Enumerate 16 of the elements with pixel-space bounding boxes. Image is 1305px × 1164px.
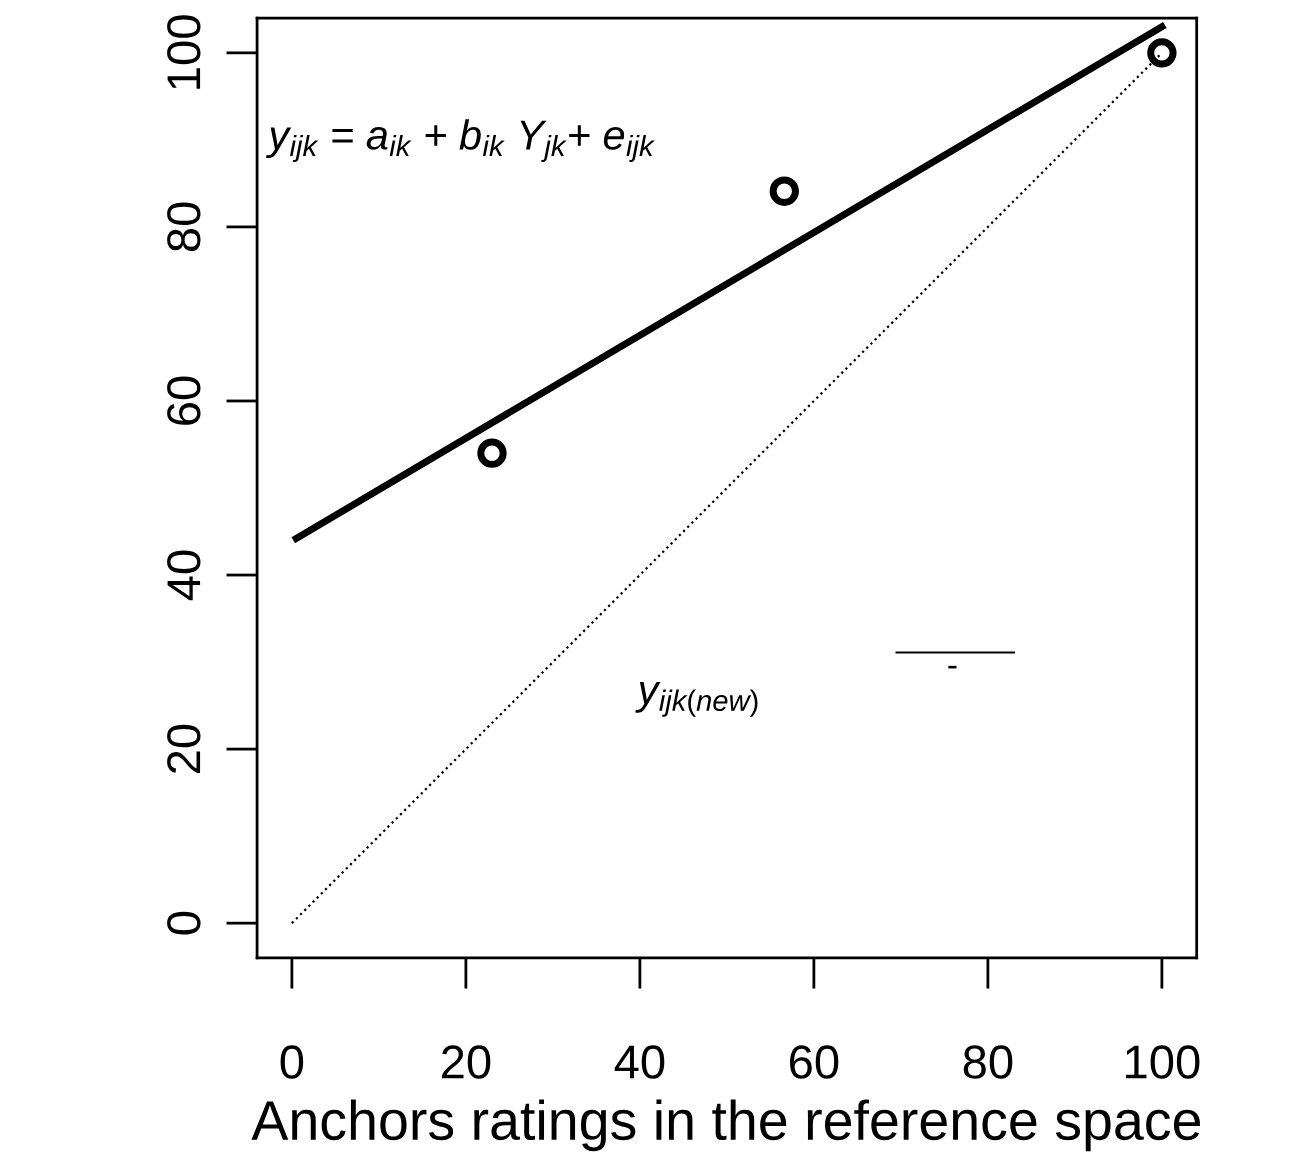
annotation: y$_{ijk(new)}$ <box>635 682 758 717</box>
x-tick-label: 0 <box>280 1045 304 1079</box>
x-tick-label: 20 <box>442 1045 491 1079</box>
y-tick-label: 0 <box>167 911 201 935</box>
y-tick-label: 40 <box>167 550 201 601</box>
x-tick-label: 60 <box>790 1045 839 1079</box>
y-tick-label: 100 <box>167 15 201 89</box>
y-tick-label: 20 <box>167 724 201 773</box>
text: y$_{ijk}$ = a$_{ik}$ + b$_{ik}$ Y$_{jk}$+ e$_{ijk}$ <box>266 119 655 163</box>
y-tick-label: 80 <box>167 202 201 252</box>
x-tick-label: 100 <box>1126 1045 1200 1079</box>
x-tick-label: 80 <box>963 1045 1013 1079</box>
x-axis-title: Anchors ratings in the reference space <box>251 1099 1201 1152</box>
y-tick-label: 60 <box>167 376 201 425</box>
x-tick-label: 40 <box>614 1045 665 1079</box>
annotation: - <box>948 665 957 669</box>
